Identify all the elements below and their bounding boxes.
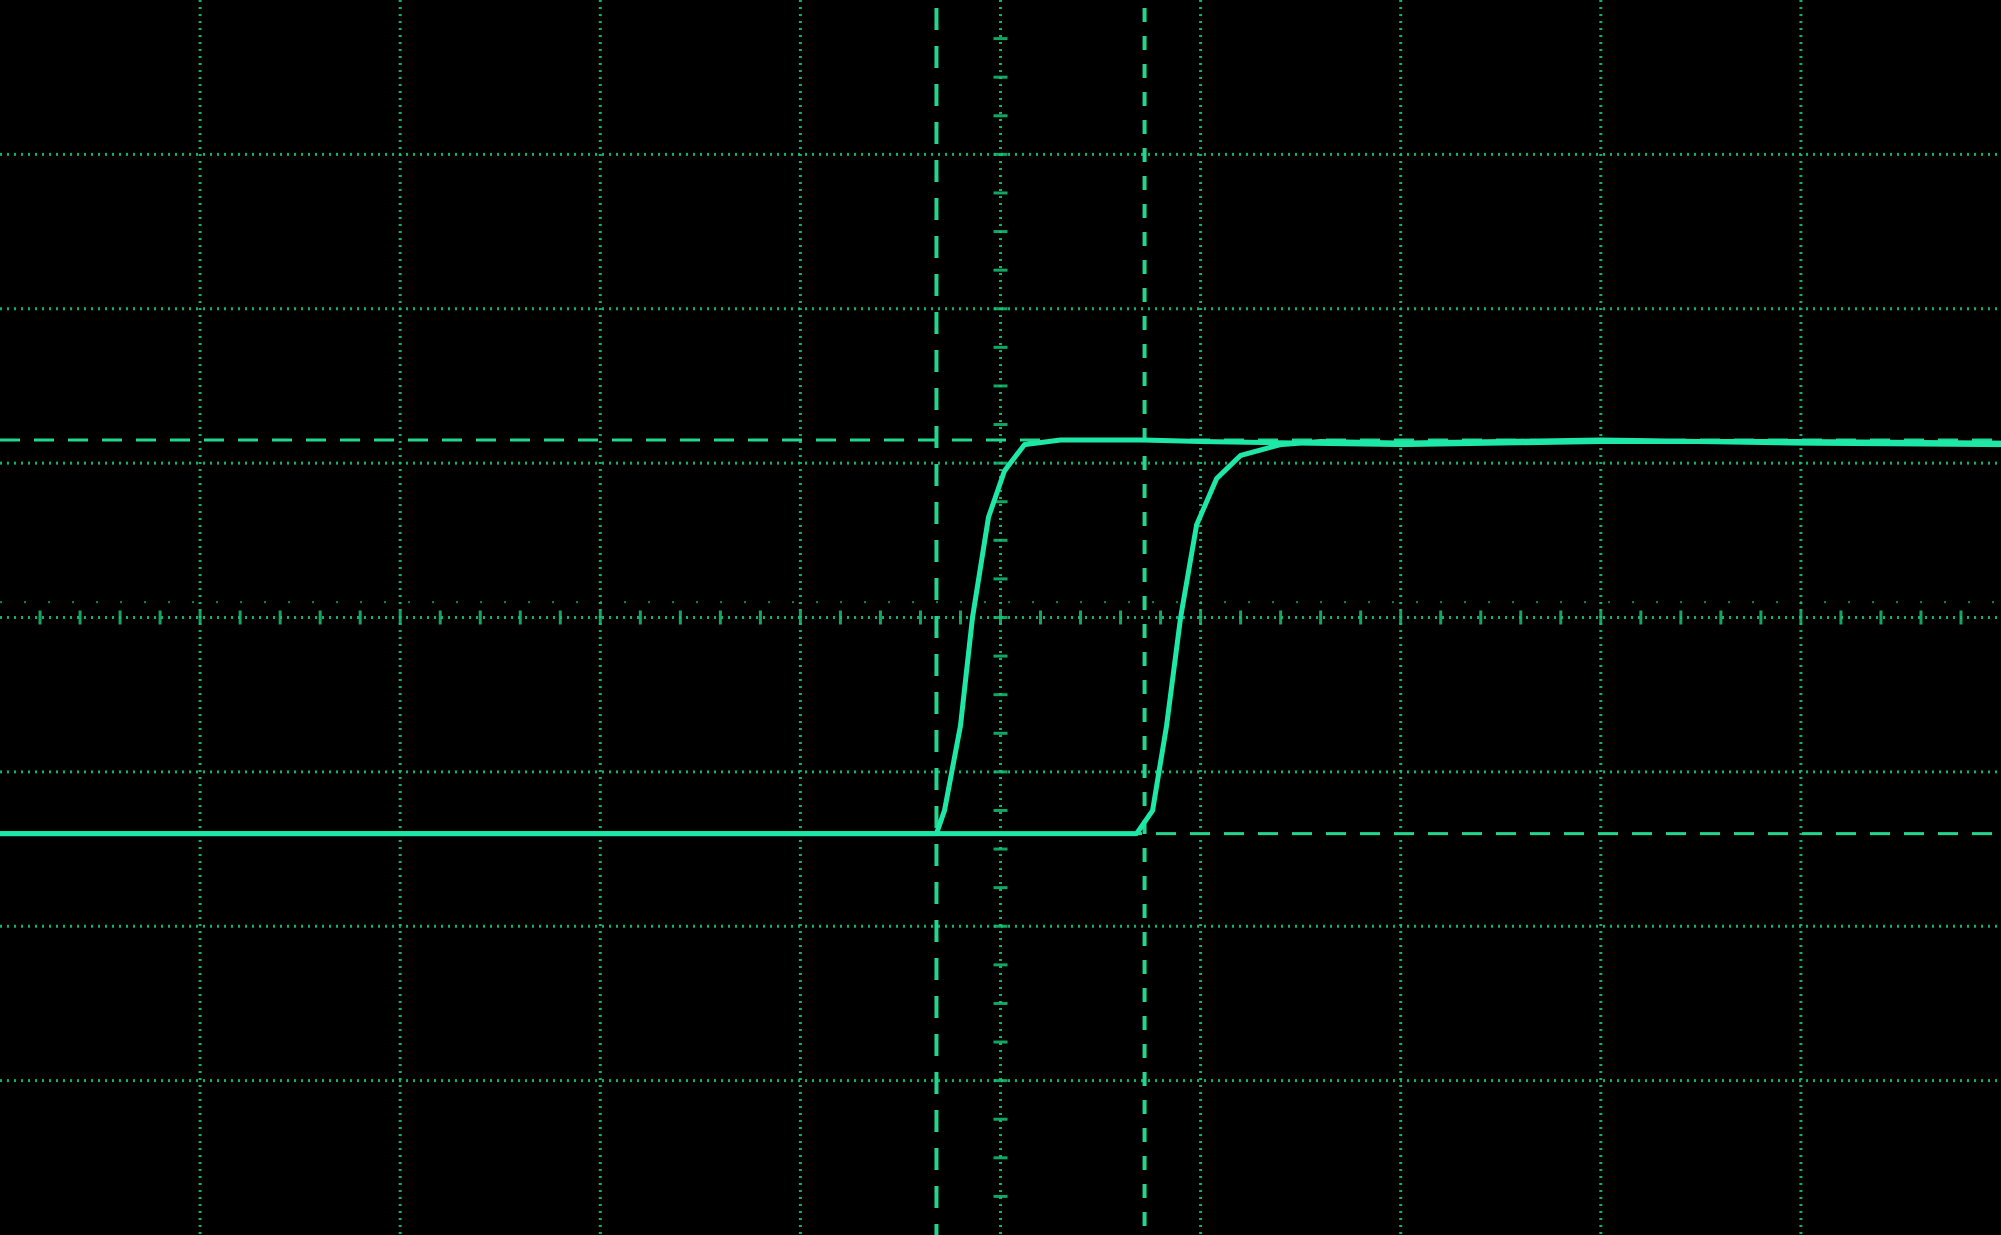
trace-2-point bbox=[1599, 438, 1603, 442]
trace-2-point bbox=[999, 832, 1002, 836]
trace-2-point bbox=[1399, 441, 1403, 445]
trace-2 bbox=[0, 437, 2001, 837]
trace-2-point bbox=[1319, 440, 1323, 443]
trace-2-point bbox=[1239, 453, 1243, 457]
trace-1-point bbox=[1059, 438, 1062, 442]
trace-1-point bbox=[1139, 438, 1143, 442]
trace-2-point bbox=[1215, 477, 1219, 481]
trace-1-point bbox=[1099, 438, 1103, 442]
trace-1-point bbox=[1003, 469, 1006, 473]
trace-2-point bbox=[1151, 809, 1155, 812]
trace-2-point bbox=[1179, 616, 1183, 619]
trace-2-point bbox=[1279, 443, 1283, 447]
trace-2-point bbox=[1099, 832, 1103, 836]
trace-2-point bbox=[1135, 832, 1139, 836]
trace-1-point bbox=[959, 724, 962, 728]
trace-2-point bbox=[1165, 724, 1169, 728]
trace-2-point bbox=[0, 832, 2, 836]
trace-1-point bbox=[987, 515, 990, 519]
trace-1-point bbox=[943, 809, 946, 812]
trace-1-point bbox=[1199, 440, 1203, 443]
trace-2-point bbox=[1195, 523, 1199, 527]
trace-2-point bbox=[1799, 441, 1803, 445]
trace-1-point bbox=[971, 616, 974, 619]
trace-layer bbox=[0, 437, 2001, 837]
trace-1-point bbox=[1023, 443, 1026, 447]
